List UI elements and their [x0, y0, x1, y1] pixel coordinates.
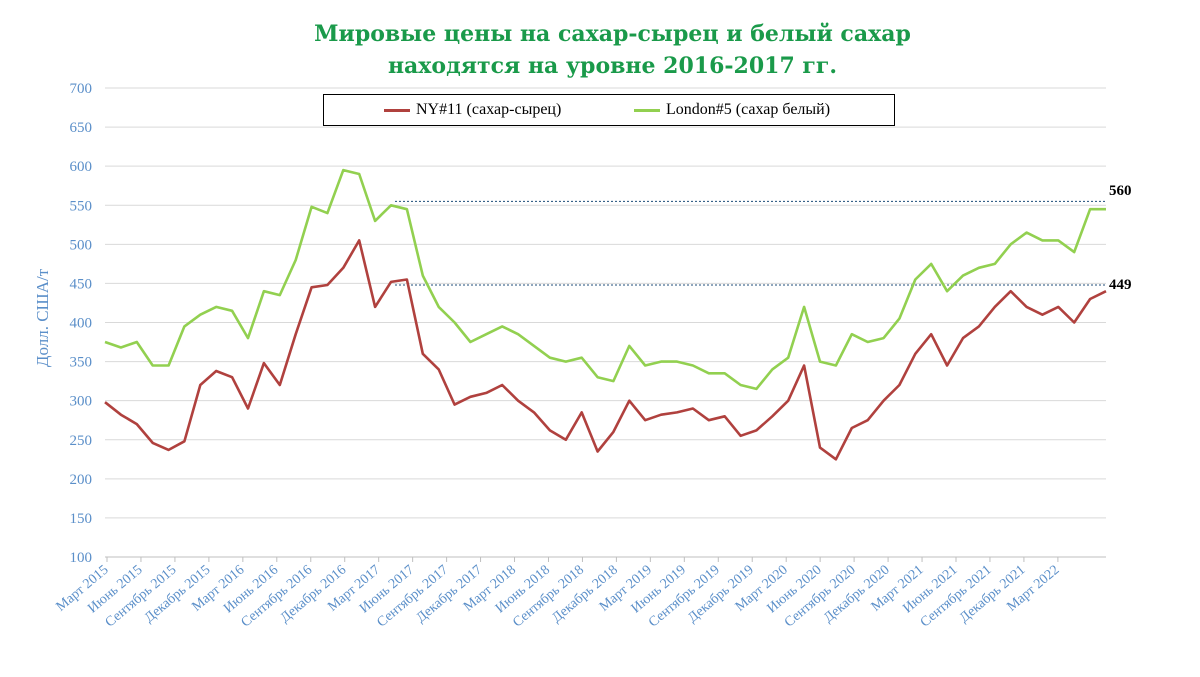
annotation-449: 449: [1109, 277, 1132, 293]
legend-swatch-white: [634, 108, 660, 112]
legend-item-white: London#5 (сахар белый): [634, 101, 830, 119]
y-axis-label: Долл. США/т: [33, 268, 52, 368]
y-tick-label-400: 400: [70, 316, 93, 332]
series-raw-sugar-line: [104, 239, 1107, 461]
legend-label-raw: NY#11 (сахар-сырец): [416, 101, 562, 118]
y-tick-label-650: 650: [70, 120, 93, 136]
chart-title: Мировые цены на сахар-сырец и белый саха…: [0, 18, 1200, 82]
legend-swatch-raw: [384, 108, 410, 112]
series-white-sugar-line: [104, 168, 1106, 391]
y-tick-label-700: 700: [70, 81, 93, 97]
y-tick-label-500: 500: [70, 237, 93, 253]
y-axis: 100 150 200 250 300 350 400 450 500 550 600 650 700: [70, 81, 93, 566]
legend: NY#11 (сахар-сырец) London#5 (сахар белы…: [323, 94, 895, 126]
y-tick-label-250: 250: [70, 433, 93, 449]
y-tick-label-550: 550: [70, 198, 93, 214]
chart-title-line-2: находятся на уровне 2016-2017 гг.: [387, 53, 838, 79]
reference-lines: [395, 200, 1106, 286]
legend-item-raw: NY#11 (сахар-сырец): [384, 101, 561, 119]
legend-label-white: London#5 (сахар белый): [666, 101, 831, 118]
chart-title-line-1: Мировые цены на сахар-сырец и белый саха…: [314, 21, 911, 47]
y-tick-label-450: 450: [70, 276, 93, 292]
series-layer: [104, 168, 1107, 461]
y-tick-label-100: 100: [70, 550, 93, 566]
y-tick-label-600: 600: [70, 159, 93, 175]
y-tick-label-300: 300: [70, 394, 93, 410]
y-tick-label-150: 150: [70, 511, 93, 527]
y-tick-label-350: 350: [70, 355, 93, 371]
y-tick-label-200: 200: [70, 472, 93, 488]
annotation-560: 560: [1109, 183, 1132, 199]
grid: [105, 87, 1106, 558]
